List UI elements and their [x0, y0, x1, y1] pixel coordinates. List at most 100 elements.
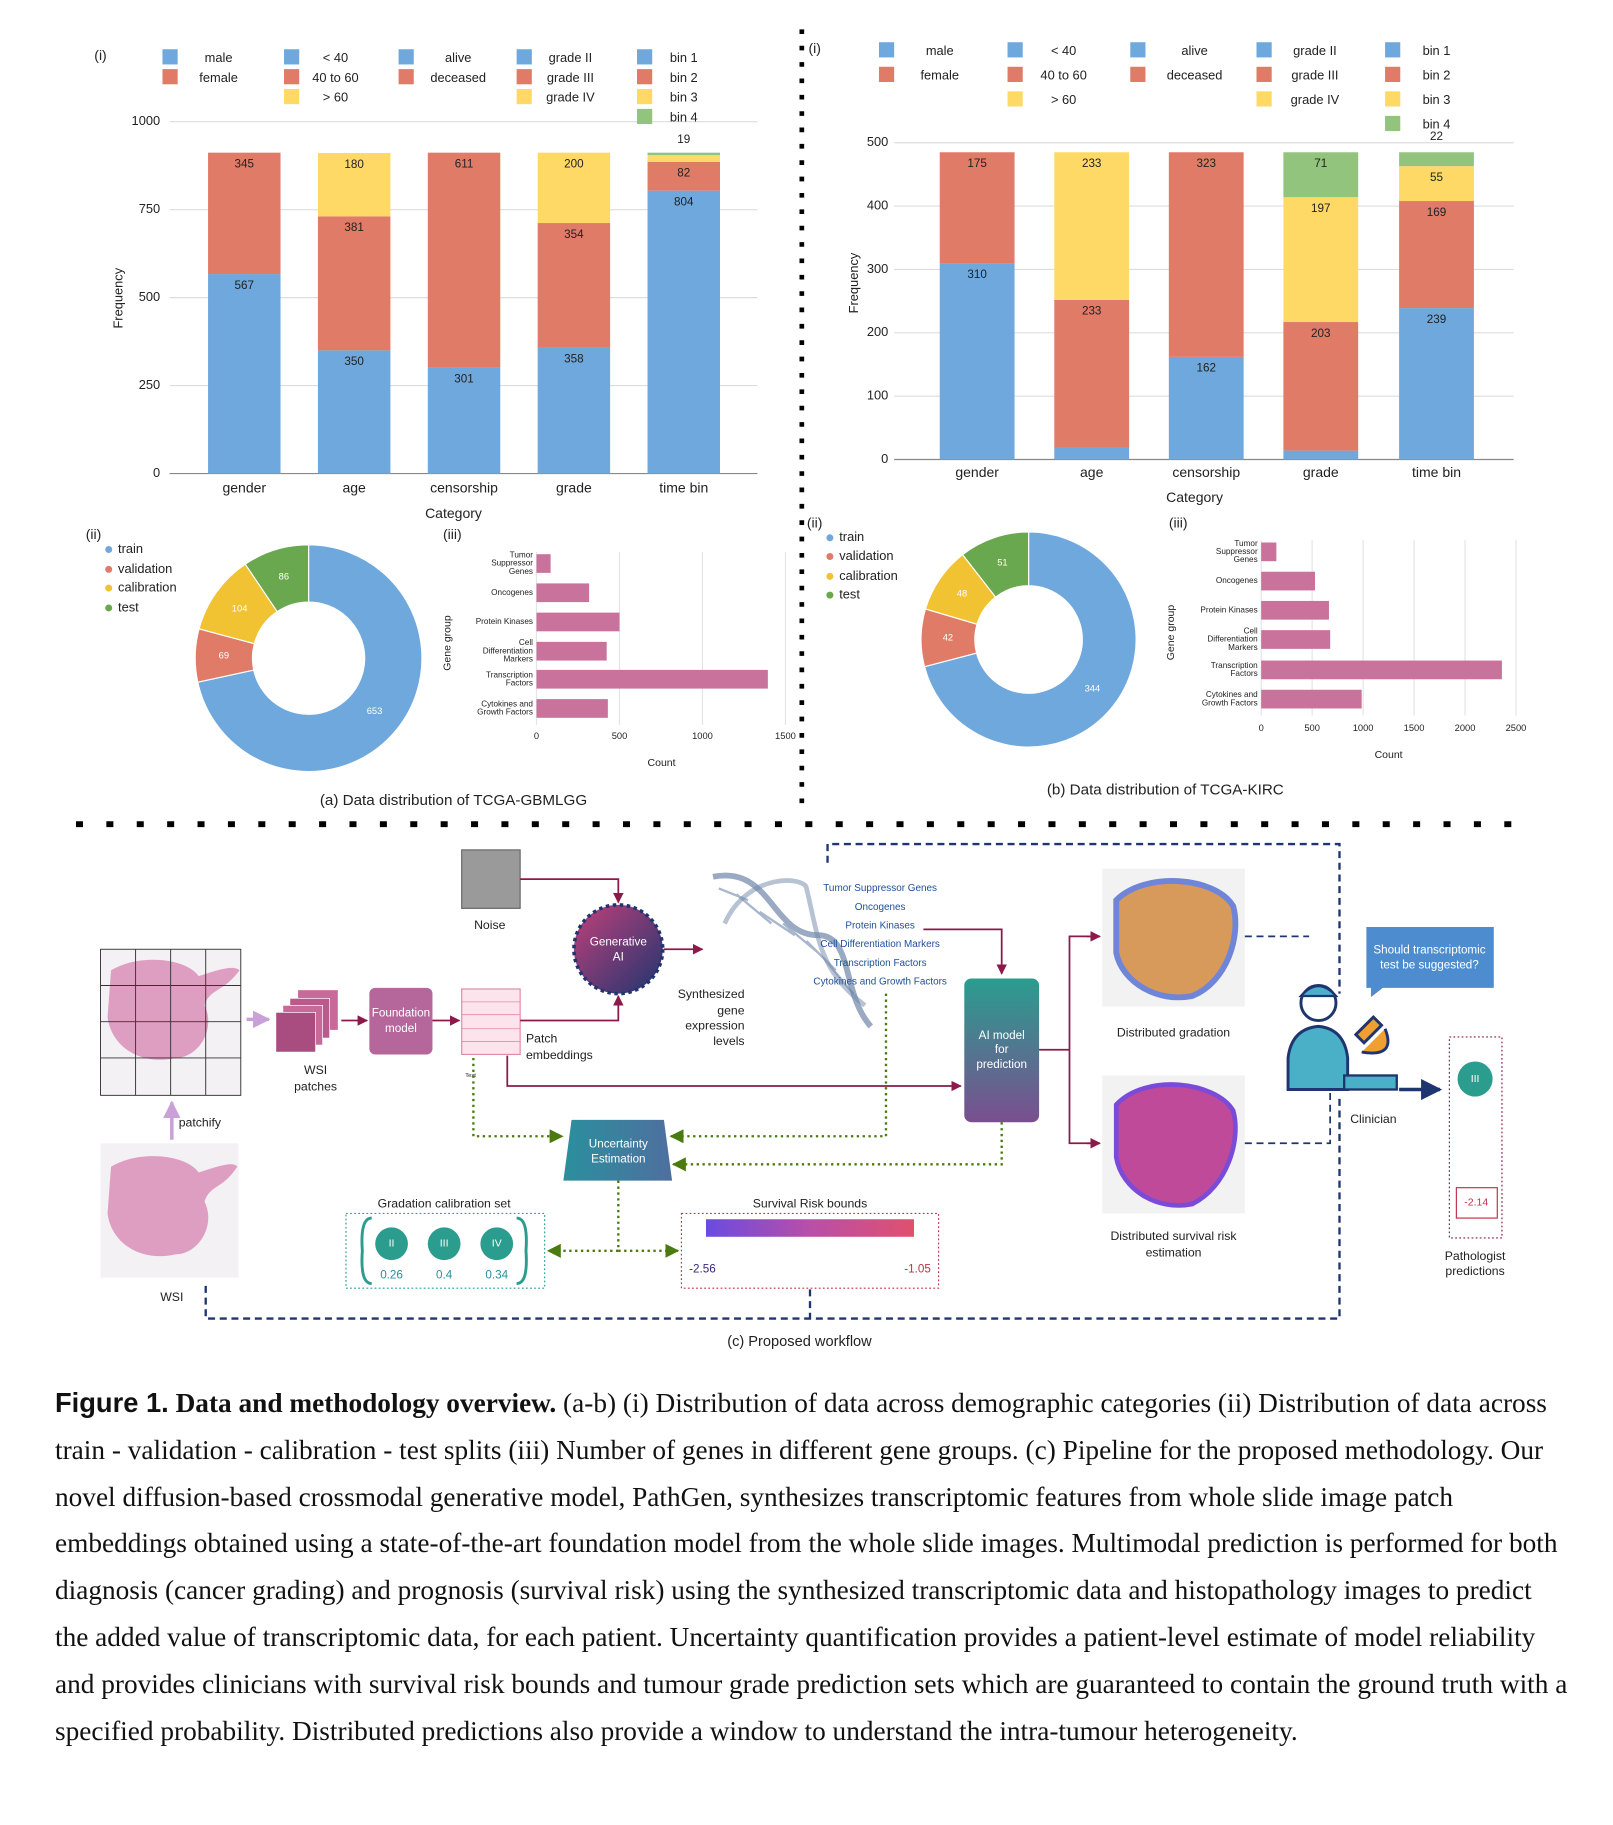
- arrow: [520, 994, 624, 1022]
- bar-segment: [939, 263, 1015, 460]
- bar: [536, 699, 608, 718]
- bar: [1261, 600, 1329, 620]
- legend-marker: [105, 565, 113, 573]
- x-tick-label: 1500: [775, 731, 796, 741]
- label: Noise: [474, 918, 506, 932]
- label: Distributed survival risk: [1110, 1229, 1237, 1243]
- label: test be suggested?: [1380, 959, 1479, 972]
- braces: [360, 1216, 528, 1285]
- bar: [1261, 689, 1362, 709]
- grade-label: II: [389, 1238, 395, 1250]
- y-axis-label: Frequency: [846, 252, 861, 313]
- data-label: 180: [344, 158, 364, 171]
- data-label: 653: [367, 706, 383, 716]
- data-label: 310: [967, 268, 987, 281]
- legend-label: grade IV: [546, 90, 595, 105]
- charts: (i)02505007501000FrequencyCategorygender…: [86, 40, 1526, 773]
- legend-label: deceased: [1167, 68, 1223, 83]
- legend-label: validation: [118, 561, 172, 576]
- legend-label: grade IV: [1291, 92, 1340, 107]
- bar-segment: [1168, 152, 1244, 357]
- label: model: [385, 1022, 417, 1035]
- grade-circle: [375, 1227, 408, 1261]
- panel-caption: (a) Data distribution of TCGA-GBMLGG: [320, 792, 587, 809]
- y-axis-label: Gene group: [1165, 605, 1177, 661]
- foundation-model: [369, 987, 433, 1055]
- x-axis-label: Count: [648, 757, 676, 769]
- legend-label: > 60: [323, 90, 348, 105]
- legend-label: female: [199, 70, 238, 85]
- panel-label: (ii): [807, 514, 823, 530]
- bar-segment: [208, 152, 281, 275]
- donut-slice: [244, 544, 310, 613]
- dashed-link: [204, 842, 1341, 1320]
- x-tick-label: time bin: [659, 479, 708, 495]
- y-tick-label: Cell: [519, 638, 533, 647]
- legend-swatch: [516, 69, 532, 85]
- data-label: 611: [455, 157, 474, 170]
- bar-segment: [1168, 356, 1244, 460]
- arrow: [1039, 935, 1099, 1145]
- bar-segment: [1283, 197, 1359, 323]
- data-label: 381: [344, 221, 363, 234]
- legend-swatch: [1385, 66, 1401, 82]
- legend-swatch: [878, 42, 895, 58]
- legend-label: bin 1: [670, 50, 698, 65]
- bar: [1261, 542, 1277, 562]
- label: levels: [713, 1034, 744, 1048]
- bar-segment: [208, 274, 281, 474]
- label: Patch: [526, 1031, 558, 1045]
- legend-swatch: [1256, 66, 1272, 82]
- legend-label: bin 4: [670, 110, 698, 125]
- bar: [536, 612, 620, 632]
- legend-marker: [826, 591, 834, 599]
- y-tick-label: Oncogenes: [491, 588, 533, 597]
- legend-label: grade II: [549, 50, 593, 65]
- label: predictions: [1445, 1264, 1504, 1278]
- pathologist-box: [1448, 1036, 1503, 1239]
- legend-label: alive: [1181, 43, 1207, 58]
- label: estimation: [1146, 1245, 1202, 1259]
- gene-label: Cytokines and Growth Factors: [813, 977, 946, 988]
- x-tick-label: time bin: [1412, 464, 1461, 480]
- legend-label: test: [118, 599, 139, 614]
- gene-label: Cell Differentiation Markers: [820, 939, 940, 950]
- panel-label: (iii): [1169, 514, 1188, 530]
- data-label: 567: [235, 279, 254, 292]
- y-tick-label: 500: [139, 289, 160, 304]
- caption-text: (a-b) (i) Distribution of data across de…: [55, 1388, 1568, 1746]
- bar: [1261, 571, 1315, 591]
- label: Generative: [590, 935, 647, 948]
- legend-label: grade III: [1291, 68, 1338, 83]
- label: expression: [685, 1019, 744, 1033]
- grade-prob: 0.4: [436, 1268, 453, 1281]
- data-label: 42: [943, 633, 953, 643]
- label: gene: [717, 1003, 744, 1017]
- legend-swatch: [1385, 91, 1401, 107]
- y-tick-label: Tumor: [1234, 539, 1258, 548]
- x-tick-label: grade: [1303, 464, 1339, 480]
- legend-label: 40 to 60: [1040, 68, 1086, 83]
- figure-label: Figure 1.: [55, 1387, 169, 1418]
- legend-swatch: [398, 49, 414, 65]
- label: -1.05: [904, 1263, 931, 1276]
- bar-segment: [1283, 450, 1359, 460]
- legend-label: deceased: [430, 70, 486, 85]
- x-tick-label: gender: [222, 479, 266, 495]
- y-tick-label: Suppressor: [491, 559, 533, 568]
- x-tick-label: 0: [1259, 723, 1264, 733]
- y-tick-label: 200: [867, 324, 888, 339]
- generative-ai: [572, 903, 665, 996]
- x-tick-label: censorship: [1172, 464, 1240, 480]
- data-label: 804: [674, 195, 694, 208]
- bar-segment: [317, 216, 391, 351]
- tissue: [1113, 878, 1239, 1001]
- patch-embeddings: [461, 988, 521, 1056]
- grid-frame: [100, 948, 242, 1096]
- legend-swatch: [1007, 42, 1023, 58]
- tissue: [107, 959, 240, 1060]
- label: Estimation: [591, 1153, 645, 1166]
- label: Uncertainty: [589, 1138, 648, 1151]
- legend-label: validation: [839, 548, 893, 563]
